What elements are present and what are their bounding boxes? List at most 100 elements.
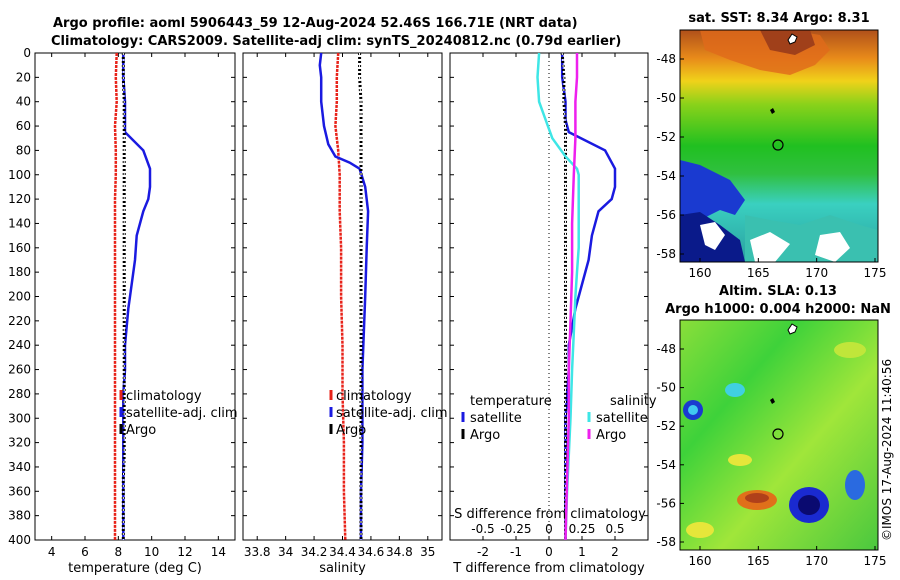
x-tick-label: 14 <box>211 545 226 559</box>
lat-tick-label: -52 <box>656 130 676 144</box>
x-tick-label: 4 <box>48 545 56 559</box>
sla-warm-eddy-core <box>745 493 769 503</box>
legend-title-temperature: temperature <box>470 394 552 409</box>
x-tick-label: 34.8 <box>386 545 413 559</box>
x-tick-label: 6 <box>81 545 89 559</box>
axes-frame <box>242 52 443 541</box>
x-axis-label: T difference from climatology <box>452 561 645 576</box>
y-tick-label: 340 <box>8 460 31 474</box>
y-tick-label: 100 <box>8 168 31 182</box>
series-line-0 <box>334 52 347 541</box>
lat-tick-label: -56 <box>656 208 676 222</box>
y-tick-label: 40 <box>16 95 31 109</box>
lat-tick-label: -50 <box>656 381 676 395</box>
y-tick-label: 380 <box>8 509 31 523</box>
y-tick-label: 20 <box>16 70 31 84</box>
title-line1: Argo profile: aoml 5906443_59 12-Aug-202… <box>53 16 578 31</box>
sla-eddy-west-core <box>688 405 698 415</box>
y-tick-label: 320 <box>8 436 31 450</box>
title-line2: Climatology: CARS2009. Satellite-adj cli… <box>51 34 621 49</box>
x-tick-label: 35 <box>420 545 435 559</box>
sla-lime-patch <box>834 342 866 358</box>
y-tick-label: 360 <box>8 484 31 498</box>
y-tick-label: 160 <box>8 241 31 255</box>
sst-frame <box>679 29 879 263</box>
lon-tick-label: 175 <box>864 554 887 568</box>
x-tick-label: -2 <box>477 545 489 559</box>
lat-tick-label: -48 <box>656 342 676 356</box>
sla-auckland-islands <box>787 323 798 335</box>
sla-eddy-north <box>725 383 745 397</box>
legend-label: satellite <box>470 411 522 426</box>
panel-temperature: 0 20 40 60 80 100 120 140 160 180 200 220 240 260 280 3… <box>8 46 238 576</box>
x-axis-label: temperature (deg C) <box>68 561 202 576</box>
legend-title-salinity: salinity <box>610 394 657 409</box>
sla-argo-marker <box>772 428 784 440</box>
lat-tick-label: -58 <box>656 247 676 261</box>
sst-map-title: sat. SST: 8.34 Argo: 8.31 <box>688 11 869 26</box>
top-x-tick-label: -0.25 <box>500 522 531 536</box>
legend-label: climatology <box>336 389 412 404</box>
series-line-3 <box>564 53 579 541</box>
sla-title-line2: Argo h1000: 0.004 h2000: NaN <box>665 302 891 317</box>
lon-tick-label: 165 <box>747 266 770 280</box>
sla-map: Altim. SLA: 0.13 Argo h1000: 0.004 h2000… <box>656 284 890 568</box>
sla-island <box>770 398 775 404</box>
axes-frame <box>34 52 236 541</box>
lat-tick-label: -56 <box>656 496 676 510</box>
legend-label: satellite-adj. clim <box>336 406 448 421</box>
top-axis-label: S difference from climatology <box>454 507 646 522</box>
x-tick-label: 12 <box>177 545 192 559</box>
sla-eddy-east <box>845 470 865 500</box>
legend-label: Argo <box>336 423 366 438</box>
series-line-2 <box>536 52 580 541</box>
legend-label: Argo <box>596 428 626 443</box>
lon-tick-label: 165 <box>747 554 770 568</box>
x-tick-label: 0 <box>545 545 553 559</box>
y-tick-label: 140 <box>8 216 31 230</box>
top-x-tick-label: 0.5 <box>605 522 624 536</box>
y-tick-label: 400 <box>8 533 31 547</box>
y-tick-label: 120 <box>8 192 31 206</box>
y-tick-label: 0 <box>23 46 31 60</box>
sst-argo-marker <box>772 139 784 151</box>
x-tick-label: 10 <box>144 545 159 559</box>
y-tick-label: 220 <box>8 314 31 328</box>
sst-cold-patch <box>680 160 745 230</box>
top-x-tick-label: -0.5 <box>471 522 494 536</box>
lon-tick-label: 160 <box>689 266 712 280</box>
x-tick-label: 34.2 <box>301 545 328 559</box>
y-tick-label: 260 <box>8 363 31 377</box>
x-tick-label: 1 <box>578 545 586 559</box>
lat-tick-label: -50 <box>656 91 676 105</box>
lon-tick-label: 170 <box>805 266 828 280</box>
x-tick-label: 34 <box>278 545 293 559</box>
sst-island <box>770 108 775 114</box>
x-tick-label: 34.6 <box>358 545 385 559</box>
lon-tick-label: 170 <box>805 554 828 568</box>
sla-field <box>680 320 878 550</box>
legend-label: climatology <box>126 389 202 404</box>
y-tick-label: 280 <box>8 387 31 401</box>
imos-watermark: ©IMOS 17-Aug-2024 11:40:56 <box>880 359 894 541</box>
series-line-argo-dots <box>561 52 566 540</box>
lat-tick-label: -52 <box>656 419 676 433</box>
series-line-0 <box>113 52 118 540</box>
legend-label: Argo <box>126 423 156 438</box>
top-x-tick-label: 0.25 <box>569 522 596 536</box>
lon-tick-label: 175 <box>864 266 887 280</box>
lat-tick-label: -48 <box>656 52 676 66</box>
sla-title-line1: Altim. SLA: 0.13 <box>719 284 837 299</box>
lat-tick-label: -58 <box>656 535 676 549</box>
axes-frame <box>449 52 649 541</box>
y-tick-label: 80 <box>16 143 31 157</box>
y-tick-label: 200 <box>8 290 31 304</box>
y-tick-label: 300 <box>8 411 31 425</box>
x-tick-label: 34.4 <box>329 545 356 559</box>
sla-yellow-patch-south <box>686 522 714 538</box>
lat-tick-label: -54 <box>656 169 676 183</box>
top-x-tick-label: 0 <box>545 522 553 536</box>
sst-cloud-gaps <box>700 222 850 262</box>
legend-label: satellite <box>596 411 648 426</box>
